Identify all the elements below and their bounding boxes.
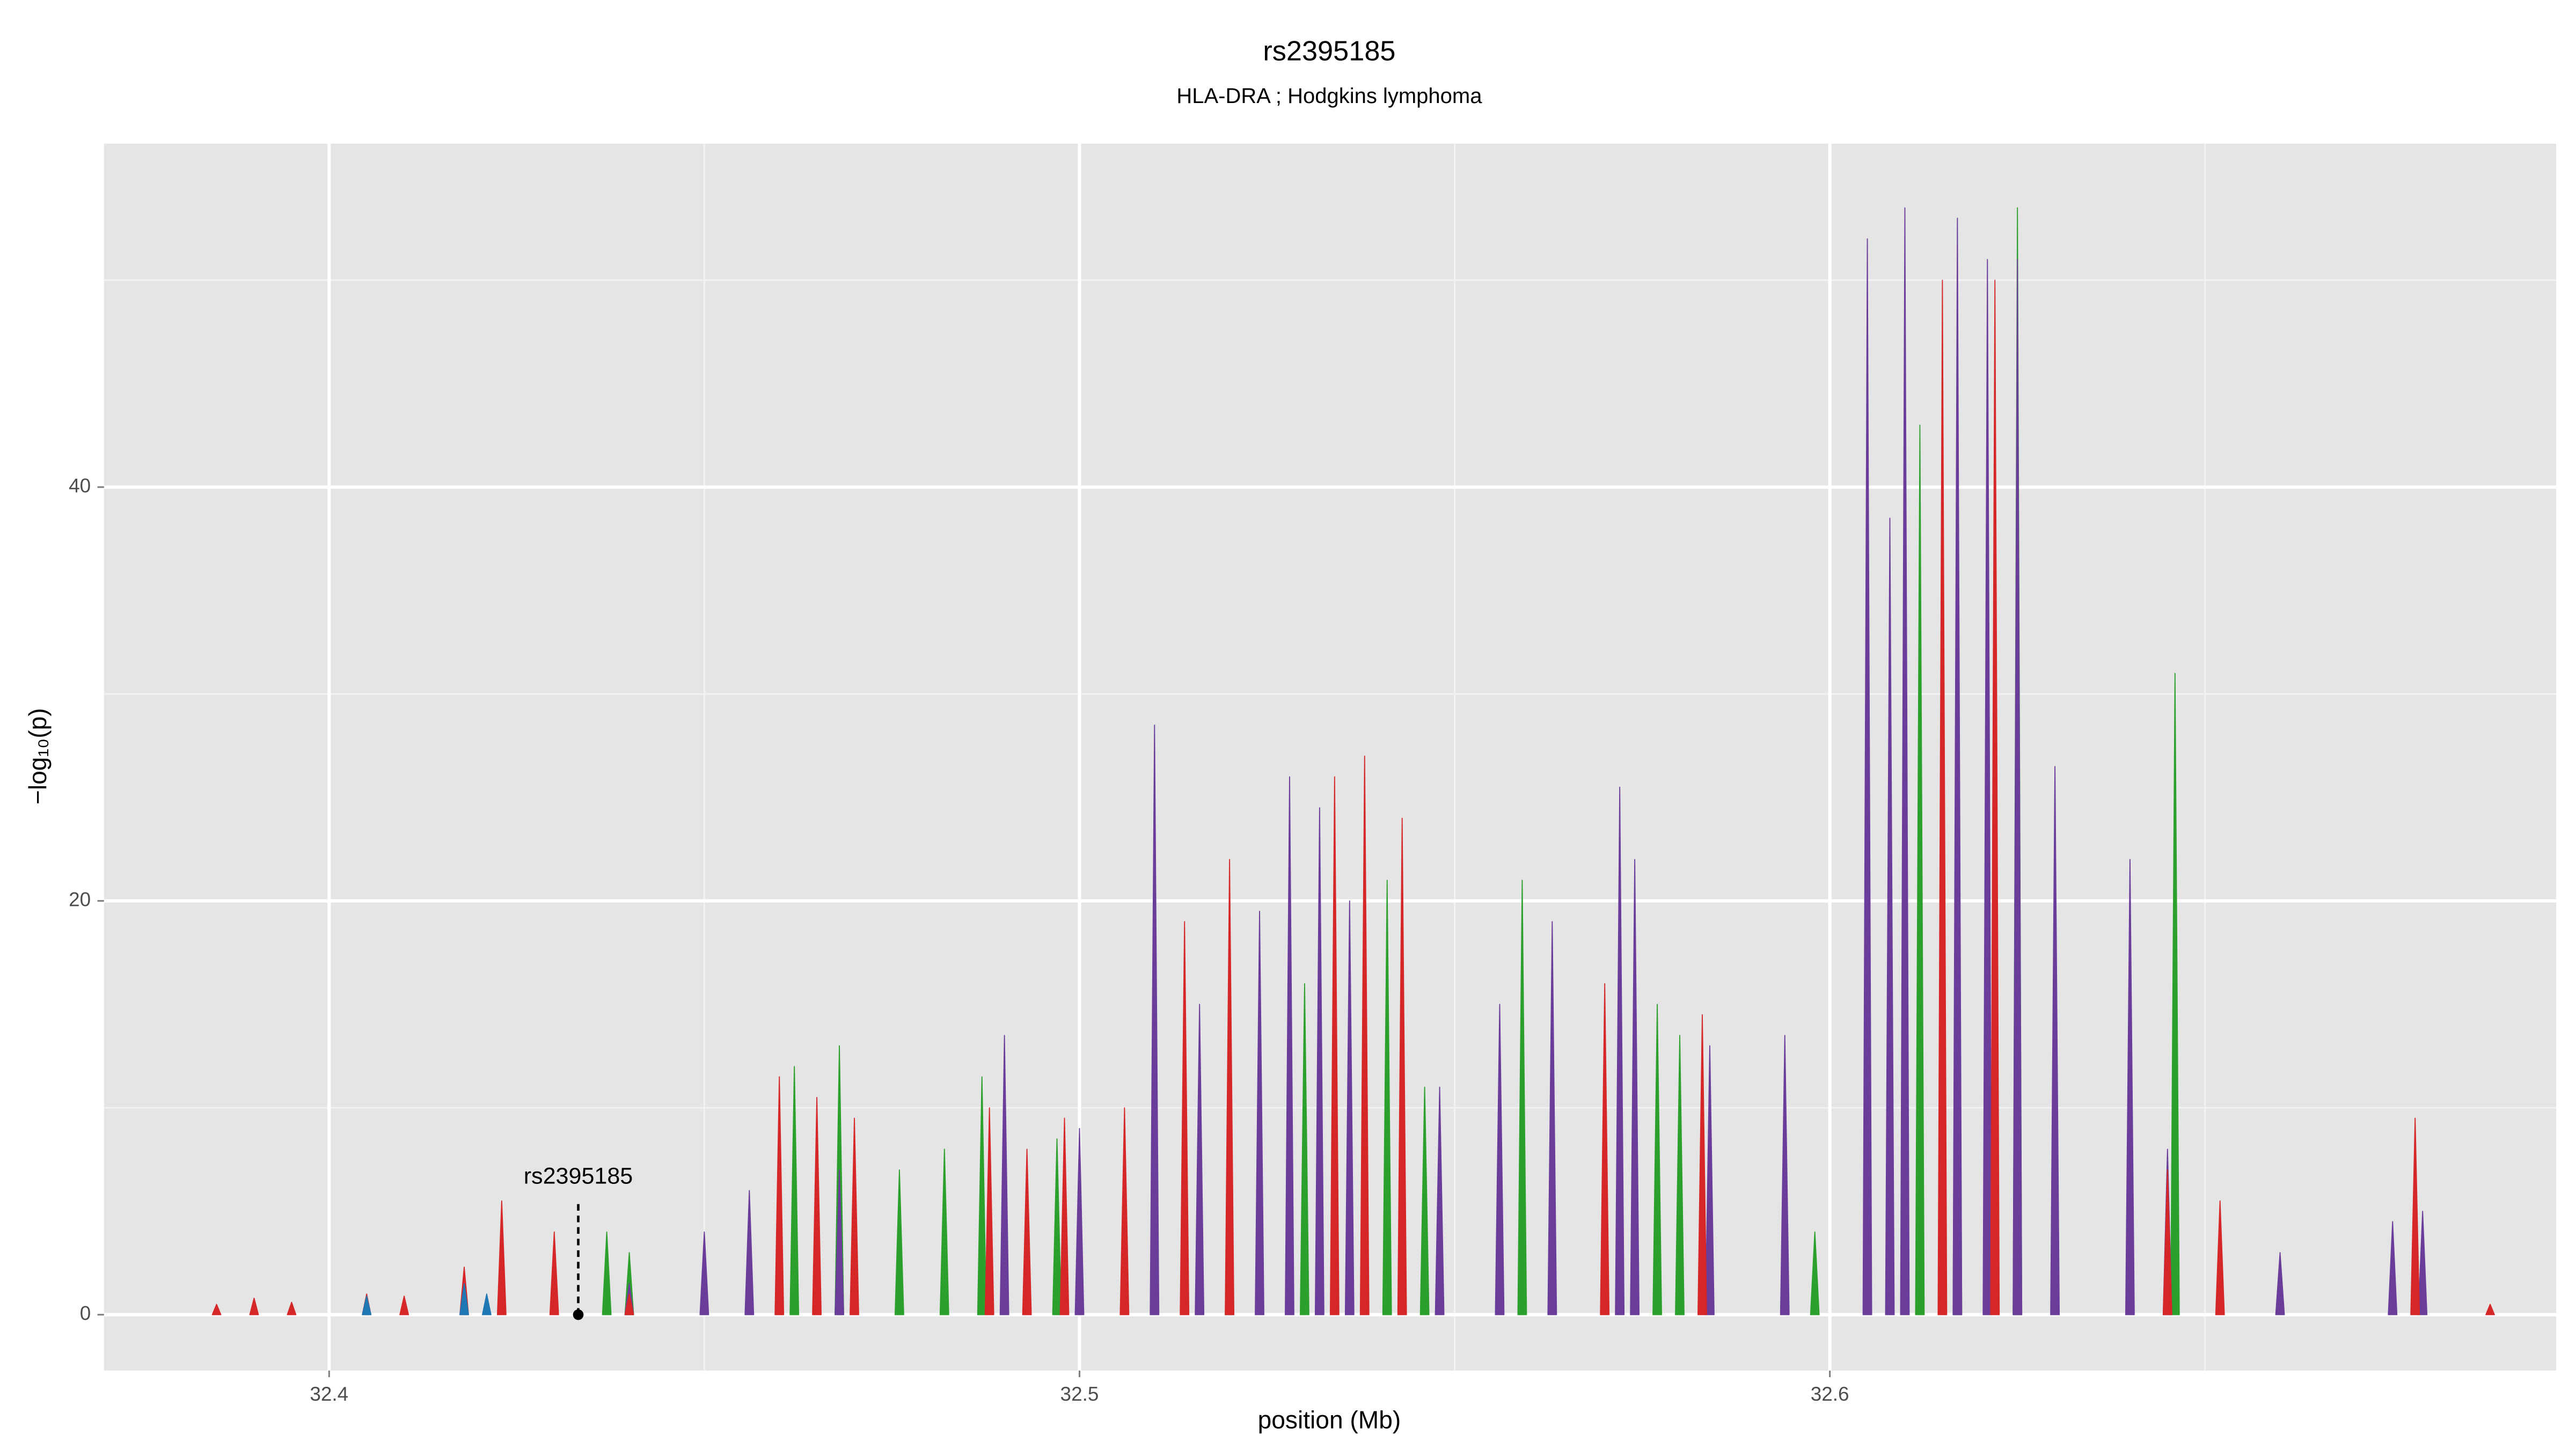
spike	[774, 1076, 785, 1315]
spike	[2170, 672, 2180, 1315]
spike	[2485, 1304, 2495, 1315]
spike	[850, 1117, 859, 1315]
spike	[1810, 1231, 1820, 1315]
spike	[496, 1200, 507, 1315]
spike	[211, 1304, 222, 1315]
spike	[1329, 776, 1340, 1315]
spike	[1255, 911, 1264, 1315]
spike	[362, 1296, 372, 1315]
x-tick-label: 32.6	[1811, 1383, 1849, 1405]
spike	[1915, 425, 1925, 1315]
spike	[1675, 1035, 1685, 1315]
annotation-point	[573, 1309, 584, 1320]
y-tick-label: 20	[69, 888, 91, 910]
spike	[1022, 1148, 1032, 1315]
spike	[1052, 1138, 1062, 1315]
spike	[2410, 1117, 2420, 1315]
spike	[1937, 280, 1948, 1315]
spike	[1885, 517, 1895, 1315]
spike	[2418, 1211, 2428, 1315]
spike	[835, 1169, 844, 1315]
spike	[2125, 859, 2135, 1315]
spike	[1780, 1035, 1790, 1315]
spike	[549, 1231, 559, 1315]
spike	[624, 1293, 634, 1315]
spike	[1952, 217, 1963, 1315]
spike	[1150, 724, 1160, 1315]
spike	[1314, 807, 1324, 1315]
spike	[1862, 238, 1872, 1315]
spike	[1982, 259, 1993, 1315]
spike	[1697, 1014, 1707, 1315]
spike	[699, 1231, 709, 1315]
spike	[2275, 1252, 2285, 1315]
marks	[211, 207, 2495, 1315]
chart-subtitle: HLA-DRA ; Hodgkins lymphoma	[1176, 84, 1482, 108]
spike	[2162, 1169, 2172, 1315]
spike	[1419, 1086, 1430, 1315]
spike	[977, 1076, 987, 1315]
spike	[1630, 859, 1640, 1315]
y-tick-label: 0	[80, 1302, 91, 1324]
spike	[1547, 921, 1557, 1315]
spike	[1397, 817, 1407, 1315]
spike	[2012, 259, 2023, 1315]
y-tick-label: 40	[69, 474, 91, 496]
spike	[1900, 207, 1910, 1315]
x-tick-label: 32.4	[310, 1383, 348, 1405]
spike	[812, 1097, 822, 1315]
spike	[1074, 1128, 1085, 1315]
spike	[1119, 1107, 1130, 1315]
spike	[1180, 921, 1190, 1315]
spike	[744, 1190, 755, 1315]
spike	[1195, 1004, 1205, 1315]
spike	[1600, 983, 1610, 1315]
spike	[1435, 1086, 1445, 1315]
plot-background	[104, 143, 2557, 1371]
spike	[249, 1297, 259, 1315]
x-tick-label: 32.5	[1060, 1383, 1099, 1405]
y-axis-label: −log₁₀(p)	[24, 708, 52, 804]
spike	[1300, 983, 1309, 1315]
spike	[939, 1148, 949, 1315]
spike	[1344, 900, 1355, 1315]
spike	[2388, 1221, 2398, 1315]
spike	[399, 1296, 409, 1315]
spike	[1495, 1004, 1505, 1315]
chart-title: rs2395185	[1263, 35, 1395, 67]
spike	[999, 1035, 1009, 1315]
annotation-label: rs2395185	[524, 1163, 633, 1189]
spike	[1225, 859, 1235, 1315]
spike	[1359, 755, 1370, 1315]
spike	[1285, 776, 1294, 1315]
spike	[1059, 1117, 1070, 1315]
x-axis-label: position (Mb)	[1258, 1406, 1401, 1433]
spike	[602, 1231, 612, 1315]
spike	[287, 1301, 297, 1315]
spike	[1990, 280, 2000, 1315]
spike	[1615, 786, 1625, 1315]
spike	[1652, 1004, 1662, 1315]
spike	[1705, 1045, 1715, 1315]
spike	[1517, 880, 1527, 1315]
spike	[459, 1283, 469, 1315]
spike	[789, 1066, 800, 1315]
spike	[2215, 1200, 2225, 1315]
spike	[481, 1293, 492, 1315]
spike	[984, 1107, 994, 1315]
spike	[1382, 880, 1392, 1315]
spike	[894, 1169, 904, 1315]
grid	[104, 143, 2557, 1371]
spike	[2050, 766, 2060, 1315]
